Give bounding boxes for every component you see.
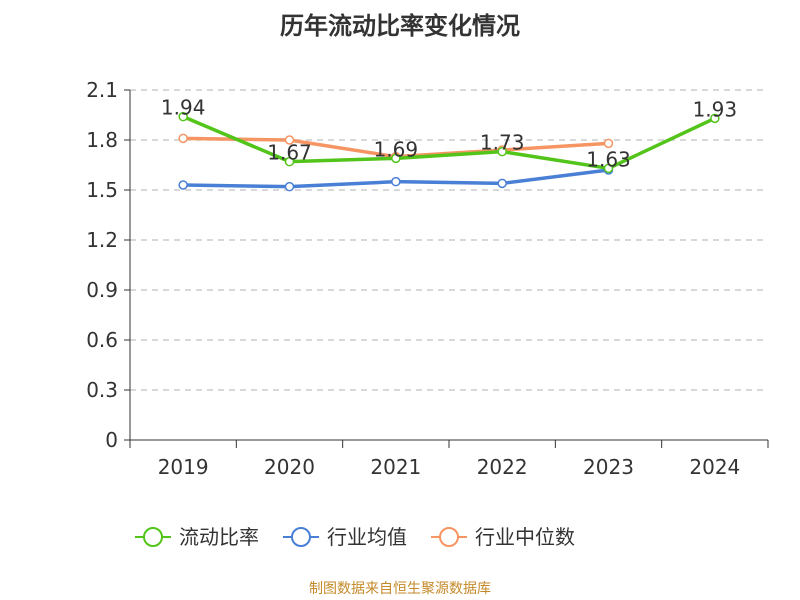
y-tick-label: 0 — [105, 428, 118, 452]
legend-swatch-marker — [143, 527, 163, 547]
data-label: 1.94 — [161, 96, 206, 120]
data-point — [497, 178, 507, 189]
data-label: 1.93 — [693, 97, 738, 121]
data-label: 1.63 — [586, 147, 631, 171]
legend-label: 流动比率 — [179, 525, 259, 549]
data-point — [284, 156, 295, 167]
data-point — [178, 111, 188, 122]
data-labels: 1.94 1.67 1.69 1.73 1.63 1.93 — [161, 96, 737, 172]
data-point — [178, 180, 188, 190]
axes: 0 0.3 0.6 0.9 1.2 1.5 1.8 2.1 2019 2020 2021 2022 20… — [86, 78, 769, 479]
data-point — [497, 146, 507, 157]
grid-lines — [130, 89, 768, 391]
data-label: 1.67 — [267, 141, 312, 165]
y-tick-label: 0.6 — [86, 328, 118, 352]
y-tick-label: 0.9 — [86, 278, 118, 302]
y-tick-label: 1.2 — [86, 228, 118, 252]
y-tick-label: 2.1 — [86, 78, 118, 102]
series-line — [181, 114, 717, 171]
legend-label: 行业中位数 — [475, 525, 575, 549]
data-point — [603, 163, 614, 174]
data-point — [391, 176, 401, 187]
data-point — [603, 138, 614, 149]
x-tick-label: 2020 — [264, 455, 315, 479]
y-tick-label: 1.5 — [86, 178, 118, 202]
legend-label: 行业均值 — [327, 525, 407, 549]
y-tick-label: 0.3 — [86, 378, 118, 402]
x-tick-label: 2019 — [158, 455, 209, 479]
source-note: 制图数据来自恒生聚源数据库 — [309, 581, 491, 597]
data-point — [284, 135, 295, 145]
series-lines — [178, 111, 720, 192]
legend-swatch-marker — [291, 527, 311, 547]
x-tick-label: 2024 — [689, 455, 740, 479]
y-tick-label: 1.8 — [86, 128, 118, 152]
data-label: 1.69 — [374, 137, 419, 161]
data-point — [284, 181, 295, 192]
data-point — [178, 133, 188, 144]
x-tick-label: 2023 — [583, 455, 634, 479]
data-point — [710, 113, 720, 124]
legend-swatch-marker — [439, 527, 459, 547]
x-tick-label: 2022 — [477, 455, 528, 479]
chart-title: 历年流动比率变化情况 — [280, 12, 520, 40]
data-point — [391, 153, 401, 164]
x-tick-label: 2021 — [370, 455, 421, 479]
legend: 流动比率 行业均值 行业中位数 — [135, 525, 575, 549]
data-label: 1.73 — [480, 131, 525, 155]
